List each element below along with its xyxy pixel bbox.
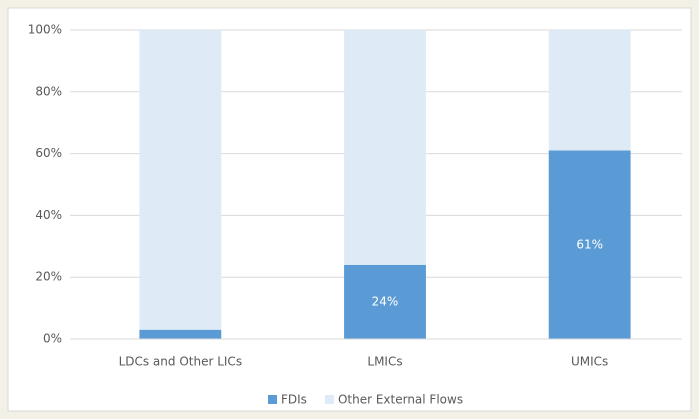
data-label: 61% xyxy=(576,237,603,251)
x-tick-label: UMICs xyxy=(571,355,608,369)
legend-swatch xyxy=(324,395,334,404)
y-tick-label: 40% xyxy=(35,208,62,222)
bar-segment xyxy=(139,329,222,339)
y-tick-label: 60% xyxy=(35,146,62,160)
y-tick-label: 0% xyxy=(43,332,62,346)
y-tick-label: 100% xyxy=(28,23,62,37)
legend-swatch xyxy=(268,395,277,404)
legend-label: Other External Flows xyxy=(338,393,463,407)
bar-segment xyxy=(548,30,631,151)
bar-segment xyxy=(344,264,426,339)
bar-segment xyxy=(548,150,631,339)
x-tick-label: LDCs and Other LICs xyxy=(119,355,243,369)
y-tick-label: 20% xyxy=(35,270,62,284)
y-tick-label: 80% xyxy=(35,84,62,98)
legend-label: FDIs xyxy=(281,393,307,407)
bar-segment xyxy=(344,30,426,265)
bar-segment xyxy=(139,30,222,330)
x-tick-label: LMICs xyxy=(367,355,402,369)
data-label: 24% xyxy=(372,294,399,308)
